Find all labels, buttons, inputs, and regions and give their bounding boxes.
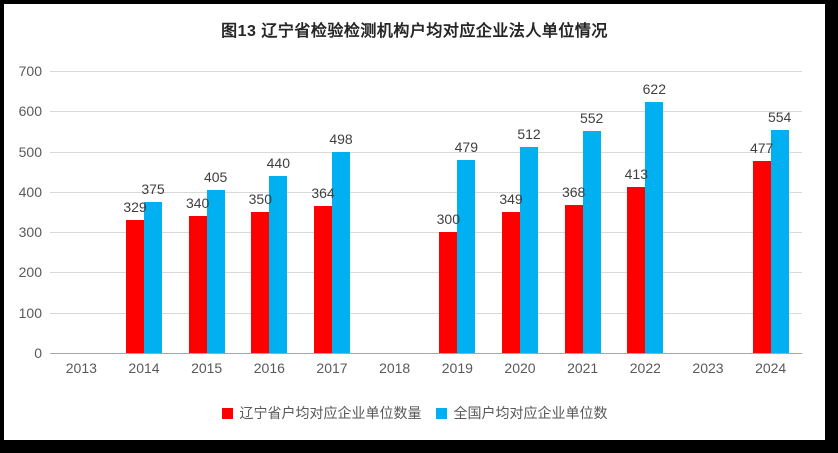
y-axis: 0 100 200 300 400 500 600 700 bbox=[4, 63, 42, 361]
bar-value-label-national-2020: 512 bbox=[517, 125, 541, 142]
bar-national-2024 bbox=[770, 129, 789, 353]
bar-national-2020 bbox=[520, 146, 538, 353]
y-tick-label: 200 bbox=[18, 264, 42, 281]
bar-national-2014 bbox=[144, 201, 162, 353]
x-tick-label: 2013 bbox=[65, 360, 97, 376]
gridline bbox=[50, 312, 802, 314]
x-tick-label: 2021 bbox=[567, 360, 599, 376]
gridline bbox=[50, 191, 802, 193]
chart-title: 图13 辽宁省检验检测机构户均对应企业法人单位情况 bbox=[221, 23, 608, 40]
bar-value-label-liaoning-2022: 413 bbox=[624, 165, 648, 182]
x-tick-label: 2017 bbox=[316, 360, 348, 376]
legend-item-liaoning: 辽宁省户均对应企业单位数量 bbox=[221, 403, 422, 423]
bar-value-label-national-2014: 375 bbox=[141, 180, 165, 197]
bar-national-2022 bbox=[645, 102, 664, 353]
bar-liaoning-2015 bbox=[188, 216, 207, 353]
x-tick-label: 2022 bbox=[629, 360, 661, 376]
bar-liaoning-2024 bbox=[752, 160, 771, 353]
bar-value-label-liaoning-2017: 364 bbox=[311, 185, 335, 202]
plot-area: 329 340 350 364 300 349 368 413 477 375 405 440 498 4… bbox=[50, 71, 802, 354]
y-tick-label: 400 bbox=[18, 183, 42, 200]
y-tick-label: 500 bbox=[18, 143, 42, 160]
bar-national-2017 bbox=[332, 152, 350, 353]
bar-liaoning-2022 bbox=[627, 186, 646, 353]
gridline bbox=[50, 71, 802, 72]
bar-national-2021 bbox=[582, 130, 601, 353]
y-tick-label: 600 bbox=[18, 103, 42, 120]
x-tick-label: 2018 bbox=[379, 360, 411, 376]
chart-canvas: 图13 辽宁省检验检测机构户均对应企业法人单位情况 0 100 200 300 400 5… bbox=[4, 4, 825, 440]
bar-value-label-national-2024: 554 bbox=[767, 108, 792, 125]
bar-value-label-national-2019: 479 bbox=[454, 139, 478, 156]
y-tick-label: 300 bbox=[18, 224, 42, 241]
bar-value-label-liaoning-2014: 329 bbox=[123, 199, 147, 216]
bar-value-label-national-2022: 622 bbox=[642, 81, 666, 98]
bar-liaoning-2021 bbox=[564, 204, 583, 353]
legend: 辽宁省户均对应企业单位数量 全国户均对应企业单位数 bbox=[4, 403, 825, 423]
y-tick-label: 700 bbox=[18, 63, 42, 79]
bar-value-label-national-2016: 440 bbox=[266, 154, 290, 171]
y-tick-label: 100 bbox=[18, 304, 42, 321]
bar-national-2016 bbox=[269, 175, 288, 353]
y-tick-label: 0 bbox=[34, 345, 42, 361]
bar-national-2019 bbox=[457, 160, 476, 353]
x-axis: 2013 2014 2015 2016 2017 2018 2019 2020 2021 2022… bbox=[50, 360, 802, 380]
legend-label-national: 全国户均对应企业单位数 bbox=[453, 405, 608, 421]
x-tick-label: 2023 bbox=[692, 360, 724, 376]
x-tick-label: 2020 bbox=[504, 360, 536, 376]
bar-liaoning-2014 bbox=[126, 220, 144, 353]
bar-value-label-liaoning-2019: 300 bbox=[436, 211, 460, 228]
x-axis-line bbox=[50, 353, 802, 354]
gridline bbox=[50, 272, 802, 274]
bar-value-label-liaoning-2020: 349 bbox=[499, 191, 523, 208]
bar-liaoning-2017 bbox=[314, 206, 332, 353]
x-tick-label: 2024 bbox=[755, 360, 787, 376]
bar-value-label-national-2021: 552 bbox=[579, 109, 604, 126]
bar-value-label-national-2017: 498 bbox=[329, 131, 353, 148]
legend-label-liaoning: 辽宁省户均对应企业单位数量 bbox=[239, 405, 422, 421]
bar-value-label-national-2015: 405 bbox=[203, 168, 228, 185]
legend-swatch-liaoning bbox=[221, 407, 233, 419]
legend-swatch-national bbox=[435, 407, 447, 419]
gridline bbox=[50, 111, 802, 113]
bar-value-label-liaoning-2016: 350 bbox=[248, 191, 272, 207]
bar-national-2015 bbox=[206, 189, 225, 353]
bar-value-label-liaoning-2021: 368 bbox=[561, 183, 586, 200]
gridline bbox=[50, 232, 802, 234]
gridline bbox=[50, 151, 802, 153]
legend-item-national: 全国户均对应企业单位数 bbox=[435, 403, 608, 423]
bar-liaoning-2016 bbox=[251, 212, 270, 353]
bar-liaoning-2020 bbox=[502, 212, 520, 353]
x-tick-label: 2014 bbox=[128, 360, 160, 376]
bar-value-label-liaoning-2024: 477 bbox=[749, 139, 774, 156]
x-tick-label: 2015 bbox=[191, 360, 223, 376]
x-tick-label: 2019 bbox=[441, 360, 473, 376]
bar-liaoning-2019 bbox=[439, 232, 458, 353]
bar-value-label-liaoning-2015: 340 bbox=[185, 195, 210, 212]
x-tick-label: 2016 bbox=[253, 360, 285, 376]
